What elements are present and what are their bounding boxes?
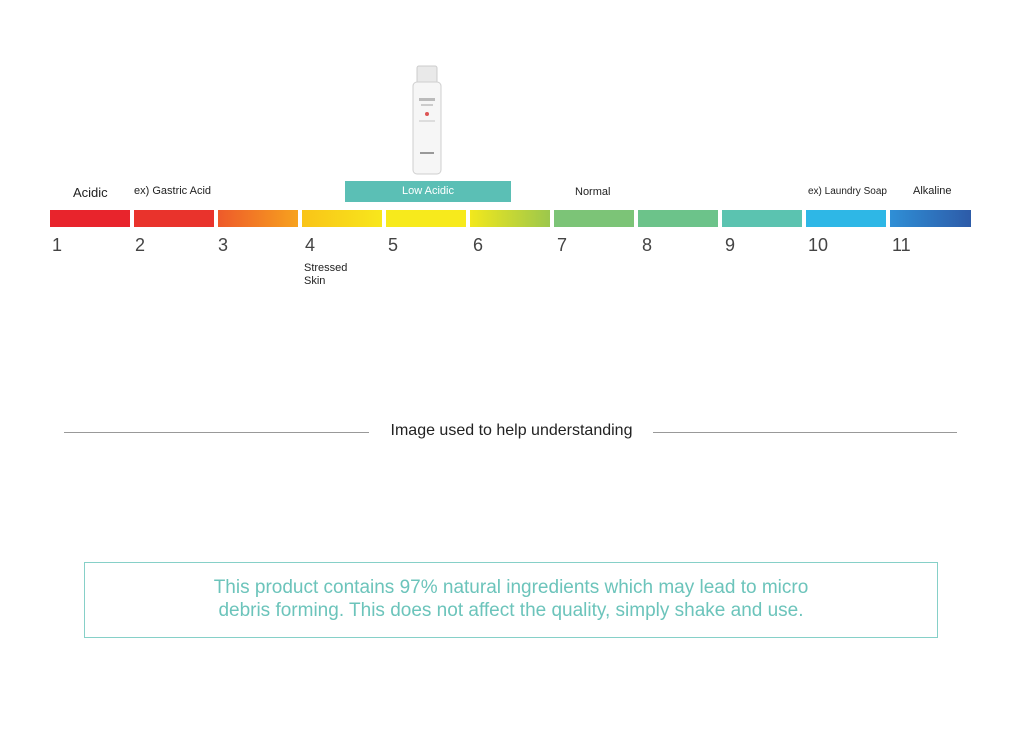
divider — [64, 432, 369, 433]
ph-segment — [134, 210, 214, 227]
ph-segment — [302, 210, 382, 227]
ph-segment — [722, 210, 802, 227]
ph-number: 7 — [557, 235, 568, 255]
ph-number: 8 — [642, 235, 653, 255]
notice-box: This product contains 97% natural ingred… — [84, 562, 938, 638]
scale-label: Low Acidic — [402, 185, 454, 197]
ph-number: 6 — [473, 235, 484, 255]
ph-number: 1 — [52, 235, 63, 255]
product-bottle — [412, 65, 442, 175]
ph-segment — [554, 210, 634, 227]
ph-segment — [218, 210, 298, 227]
notice: This product contains 97% natural ingred… — [213, 577, 809, 621]
ph-number: 2 — [135, 235, 146, 255]
divider — [653, 432, 957, 433]
ph-number: 9 — [725, 235, 736, 255]
scale-label: Acidic — [73, 185, 108, 200]
ph-segment — [386, 210, 466, 227]
scale-label: ex) Gastric Acid — [134, 185, 212, 197]
annotation: Stressed Skin — [304, 262, 348, 287]
ph-number: 5 — [388, 235, 399, 255]
ph-number: 10 — [808, 235, 829, 255]
scale-label: Normal — [575, 186, 611, 198]
ph-segment — [50, 210, 130, 227]
low-acidic-box: Low Acidic — [345, 181, 511, 202]
ph-segment — [890, 210, 971, 227]
ph-segment — [470, 210, 550, 227]
scale-label: ex) Laundry Soap — [808, 186, 887, 197]
scale-label: Alkaline — [913, 185, 952, 197]
ph-number: 4 — [305, 235, 316, 255]
ph-segment — [638, 210, 718, 227]
ph-segment — [806, 210, 886, 227]
ph-number: 11 — [892, 235, 911, 255]
ph-number: 3 — [218, 235, 229, 255]
caption: Image used to help understanding — [390, 422, 633, 439]
